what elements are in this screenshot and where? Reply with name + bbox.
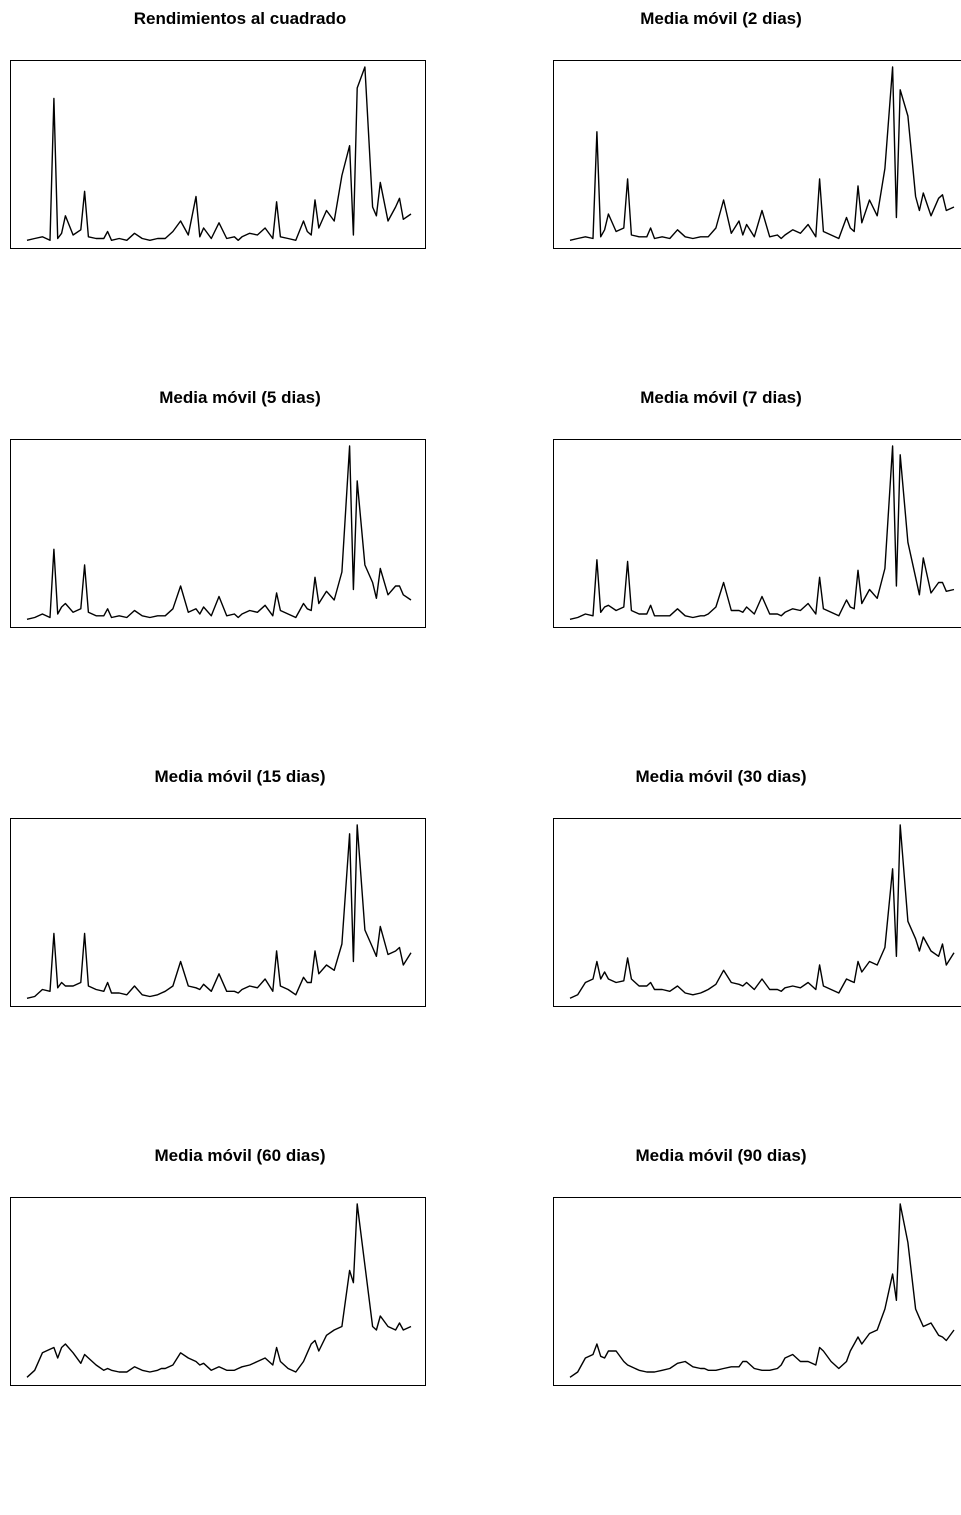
line-chart	[569, 1203, 955, 1378]
panel-7: Media móvil (90 dias)	[481, 1137, 961, 1515]
series-line	[569, 445, 955, 620]
series-line	[26, 445, 412, 620]
plot-area	[10, 1197, 426, 1386]
chart-title: Media móvil (5 dias)	[159, 388, 321, 407]
series-line	[26, 1203, 412, 1378]
chart-title: Media móvil (15 dias)	[154, 767, 326, 786]
plot-area	[553, 818, 961, 1007]
line-chart	[26, 66, 412, 241]
series-line	[26, 66, 412, 241]
line-chart	[26, 824, 412, 999]
plot-area	[553, 1197, 961, 1386]
panel-5: Media móvil (30 dias)	[481, 758, 961, 1136]
series-line	[569, 1203, 955, 1378]
series-line	[569, 824, 955, 999]
chart-title: Media móvil (90 dias)	[635, 1146, 807, 1165]
panel-6: Media móvil (60 dias)	[0, 1137, 480, 1515]
chart-title: Media móvil (2 dias)	[640, 9, 802, 28]
chart-title: Media móvil (60 dias)	[154, 1146, 326, 1165]
chart-title: Media móvil (7 dias)	[640, 388, 802, 407]
panel-4: Media móvil (15 dias)	[0, 758, 480, 1136]
panel-2: Media móvil (5 dias)	[0, 379, 480, 757]
plot-area	[553, 439, 961, 628]
line-chart	[26, 445, 412, 620]
panel-3: Media móvil (7 dias)	[481, 379, 961, 757]
line-chart	[569, 445, 955, 620]
line-chart	[569, 824, 955, 999]
panel-1: Media móvil (2 dias)	[481, 0, 961, 378]
series-line	[569, 66, 955, 241]
line-chart	[569, 66, 955, 241]
chart-title: Media móvil (30 dias)	[635, 767, 807, 786]
series-line	[26, 824, 412, 999]
plot-area	[553, 60, 961, 249]
plot-area	[10, 60, 426, 249]
plot-area	[10, 818, 426, 1007]
chart-title: Rendimientos al cuadrado	[133, 9, 347, 28]
line-chart	[26, 1203, 412, 1378]
panel-0: Rendimientos al cuadrado	[0, 0, 480, 378]
plot-area	[10, 439, 426, 628]
